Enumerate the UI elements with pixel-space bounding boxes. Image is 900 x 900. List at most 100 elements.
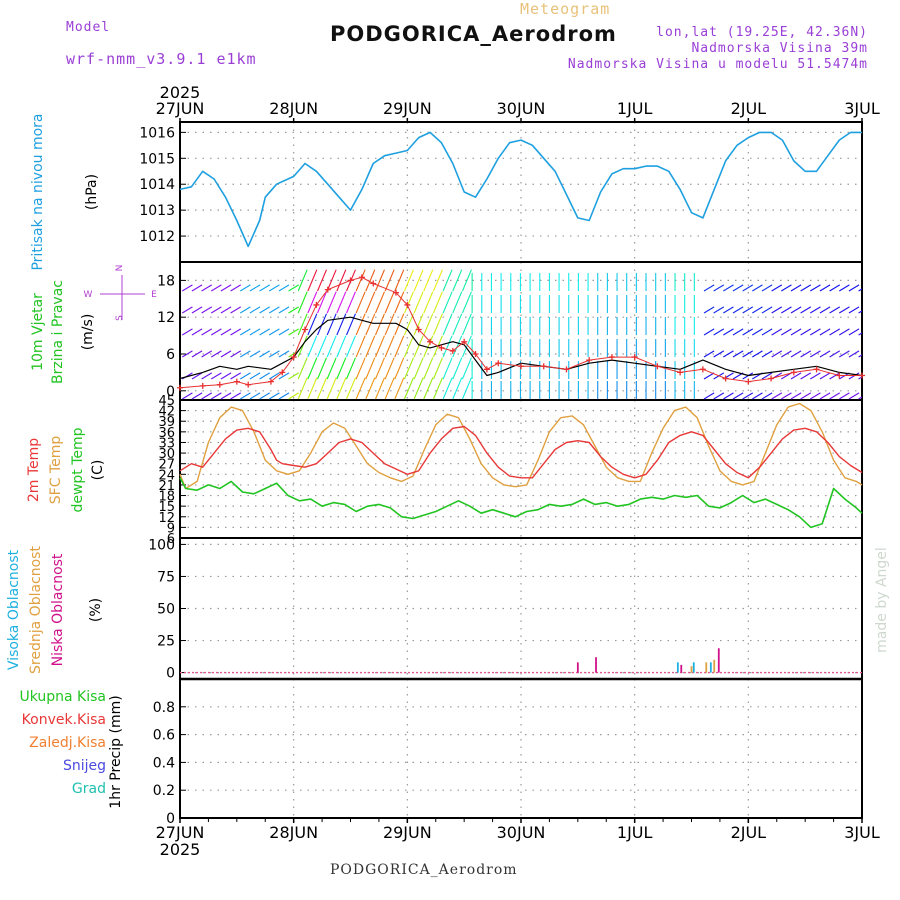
wind-arrow xyxy=(230,392,242,400)
wind-arrow xyxy=(858,332,862,336)
wind-arrow xyxy=(732,284,744,292)
footer-station: PODGORICA_Aerodrom xyxy=(330,862,518,878)
x-tick-label-bottom: 28JUN xyxy=(269,823,318,842)
y-tick-label: 1016 xyxy=(139,125,175,141)
wind-arrow xyxy=(809,306,821,314)
wind-arrow xyxy=(432,269,443,292)
wind-arrow xyxy=(210,350,222,358)
x-tick-label-top: 28JUN xyxy=(269,99,318,118)
wind-arrow xyxy=(239,306,251,314)
precip-legend-item: Zaledj.Kisa xyxy=(29,735,106,751)
wind-arrow xyxy=(297,313,308,336)
wind-arrow xyxy=(268,372,280,380)
wind-arrow xyxy=(288,284,299,292)
wind-arrow xyxy=(858,354,862,358)
wind-arrow xyxy=(307,291,318,314)
wind-arrow xyxy=(723,392,734,400)
wind-arrow xyxy=(461,269,472,292)
wind-arrow xyxy=(432,357,443,380)
wind-arrow xyxy=(790,306,802,314)
wind-arrow xyxy=(365,269,376,292)
wind-arrow xyxy=(442,269,453,292)
wind-arrow xyxy=(848,328,860,336)
wind-arrow xyxy=(742,306,754,314)
wind-arrow xyxy=(413,335,424,358)
wind-arrow xyxy=(752,350,763,358)
wind-arrow xyxy=(819,372,831,380)
wind-arrow xyxy=(326,335,337,358)
wind-arrow xyxy=(848,306,860,314)
wind-arrow xyxy=(442,377,453,400)
wind-arrow xyxy=(259,306,271,314)
y-tick-label: 27 xyxy=(158,458,175,473)
wind-arrow xyxy=(201,306,213,314)
wind-arrow xyxy=(819,306,831,314)
dewpt-axis-title: dewpt Temp xyxy=(70,427,86,512)
wind-arrow xyxy=(461,377,472,400)
wind-arrow xyxy=(384,291,395,314)
panel-frame xyxy=(179,678,863,819)
wind-arrow xyxy=(848,350,860,358)
y-tick-label: 0 xyxy=(166,384,175,400)
wind-arrow xyxy=(249,392,261,400)
wind-arrow xyxy=(723,350,734,358)
y-tick-label: 33 xyxy=(158,436,175,451)
wind-arrow xyxy=(346,313,356,336)
wind-arrow xyxy=(819,350,831,358)
wind-arrow xyxy=(374,291,385,314)
wind-arrow xyxy=(317,291,327,314)
wind-arrow xyxy=(346,291,356,314)
wind-arrow xyxy=(249,372,261,380)
wind-arrow xyxy=(249,350,261,358)
y-tick-label: 75 xyxy=(157,569,175,585)
wind-arrow xyxy=(742,392,754,400)
wind-arrow xyxy=(268,350,280,358)
wind-arrow xyxy=(703,392,715,400)
wind-arrow xyxy=(761,284,773,292)
wind-arrow xyxy=(317,377,327,400)
wind-arrow xyxy=(355,377,366,400)
wind-arrow xyxy=(278,284,290,292)
wind-arrow xyxy=(336,335,347,358)
x-tick-label-bottom: 2JUL xyxy=(731,823,767,842)
wind-arrow xyxy=(268,392,280,400)
wind-arrow xyxy=(239,284,251,292)
wind-arrow xyxy=(230,350,242,358)
t2m-axis-title: 2m Temp xyxy=(26,438,42,502)
wind-arrow xyxy=(259,392,271,400)
wind-arrow xyxy=(210,284,222,292)
precip-legend-item: Grad xyxy=(72,781,106,797)
x-tick-label-top: 27JUN xyxy=(156,99,205,118)
wind-arrow xyxy=(297,377,308,400)
wind-arrow xyxy=(829,328,841,336)
wind-arrow xyxy=(403,335,414,358)
y-tick-label: 9 xyxy=(167,521,175,536)
wind-arrow xyxy=(336,269,347,292)
wind-arrow xyxy=(191,372,203,380)
wind-arrow xyxy=(181,306,193,314)
wind-arrow xyxy=(423,313,434,336)
wind-arrow xyxy=(752,392,763,400)
wind-arrow xyxy=(403,377,414,400)
wind-arrow xyxy=(703,306,715,314)
wind-arrow xyxy=(336,313,347,336)
wind-axis-title: 10m Vjetar xyxy=(30,293,46,371)
wind-arrow xyxy=(829,350,841,358)
wind-arrows xyxy=(181,269,862,400)
wind-arrow xyxy=(355,357,366,380)
wind-arrow xyxy=(723,328,734,336)
wind-arrow xyxy=(384,357,395,380)
model-elevation-label: Nadmorska Visina u modelu 51.5474m xyxy=(567,57,868,72)
wind-arrow xyxy=(452,291,463,314)
y-tick-label: 12 xyxy=(157,310,175,326)
wind-arrow xyxy=(771,306,783,314)
wind-arrow xyxy=(800,392,812,400)
wind-arrow xyxy=(220,328,232,336)
wind-arrow xyxy=(297,357,308,380)
wind-arrow xyxy=(317,269,327,292)
wind-arrow xyxy=(761,372,773,380)
wind-arrow xyxy=(781,306,792,314)
wind-arrow xyxy=(838,284,850,292)
wind-arrow xyxy=(723,284,734,292)
wind-arrow xyxy=(288,372,299,380)
